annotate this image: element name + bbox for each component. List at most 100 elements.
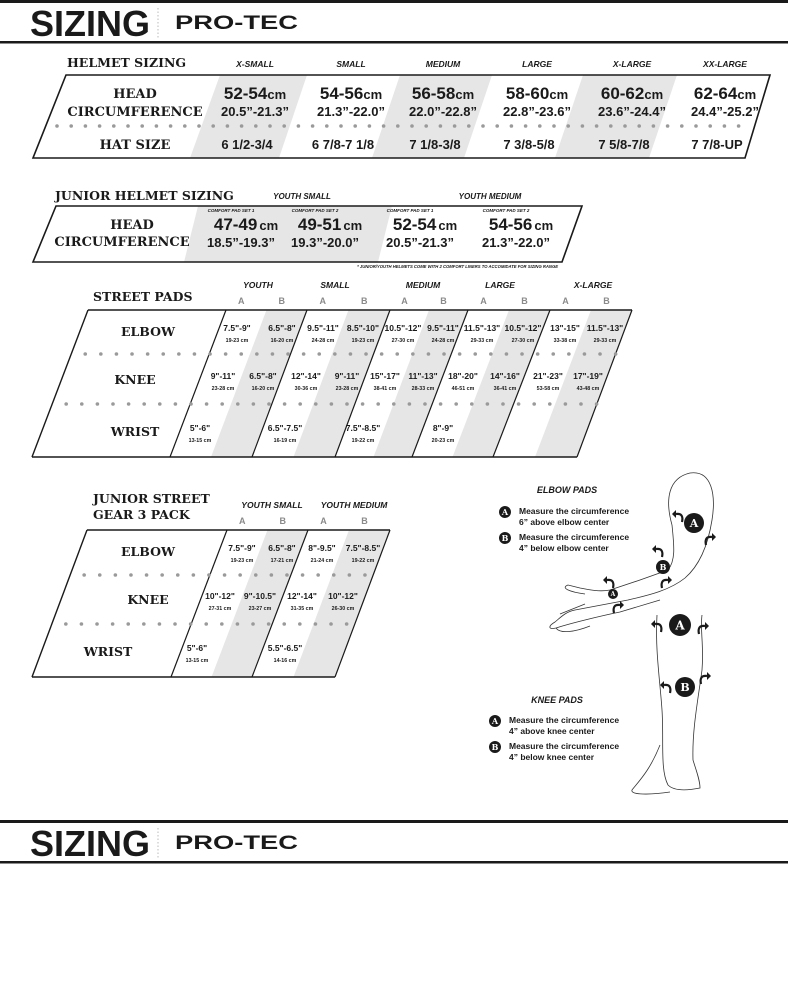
dot	[175, 573, 180, 577]
cell-inches: 7.5"-8.5"	[346, 543, 381, 553]
cell-cm: 20-23 cm	[432, 438, 455, 444]
legend-badge-b: B	[489, 741, 501, 753]
figure-badge-wrist-a: A	[608, 589, 618, 599]
dotted-row-divider	[64, 402, 599, 406]
rotate-arrow-icon	[606, 578, 615, 589]
row-label-knee: KNEE	[114, 372, 155, 387]
dot	[329, 622, 333, 626]
cell-cm: 29-33 cm	[594, 338, 617, 344]
arm-illustration	[549, 472, 714, 632]
helmet-inch-value: 21.3”-22.0”	[317, 104, 385, 119]
dot	[144, 573, 149, 577]
dot	[97, 573, 102, 577]
dot	[424, 124, 429, 128]
figure-badge-elbow-b: B	[656, 560, 670, 574]
column-stripe-b	[373, 310, 468, 457]
cell-inches: 9"-11"	[335, 371, 360, 381]
dot	[64, 622, 68, 626]
dot	[313, 402, 318, 406]
column-stripe	[372, 75, 492, 158]
dot	[239, 124, 244, 128]
dot	[345, 402, 349, 406]
unit: cm	[363, 87, 382, 102]
cell-inches: 8.5"-10"	[347, 323, 379, 333]
dot	[192, 352, 197, 356]
helmet-size-header: LARGE	[522, 59, 552, 69]
dot	[99, 352, 103, 356]
dot	[333, 352, 337, 356]
comfort-pad-label: COMFORT PAD SET 2	[483, 208, 530, 213]
unit: cm	[737, 87, 756, 102]
dot	[177, 352, 181, 356]
figure-badge-elbow-a: A	[684, 513, 704, 533]
dot	[268, 124, 272, 128]
dot	[694, 124, 698, 128]
dot	[316, 573, 320, 577]
dot	[220, 622, 224, 626]
dot	[426, 352, 431, 356]
table-left-edge	[31, 309, 89, 458]
dot	[208, 352, 212, 356]
dot	[251, 622, 255, 626]
dot	[97, 124, 102, 128]
sub-column-a: A	[320, 516, 327, 526]
hat-size-value: 7 7/8-UP	[691, 137, 743, 152]
cell-cm: 19-22 cm	[352, 438, 375, 444]
street-pads-title: STREET PADS	[93, 289, 192, 304]
dot	[520, 352, 524, 356]
header-top-rule	[0, 820, 788, 823]
dot	[552, 124, 556, 128]
junior-cm-value: 52-54 cm	[393, 215, 457, 234]
cell-inches: 5"-6"	[190, 423, 210, 433]
column-divider	[251, 309, 308, 458]
dot	[204, 622, 209, 626]
helmet-dotted-divider	[55, 124, 741, 128]
dot	[223, 352, 228, 356]
sub-column-b: B	[279, 296, 286, 306]
dot	[407, 402, 412, 406]
arrow-head-icon	[712, 533, 716, 541]
cell-cm: 16-20 cm	[252, 386, 275, 392]
dot	[567, 352, 571, 356]
dot	[238, 573, 242, 577]
comfort-pad-label: COMFORT PAD SET 1	[208, 208, 255, 213]
dot	[161, 352, 166, 356]
cell-cm: 30-36 cm	[295, 386, 318, 392]
dot	[160, 573, 164, 577]
dot	[396, 124, 400, 128]
sub-column-b: B	[280, 516, 287, 526]
dot	[269, 573, 274, 577]
badge-letter: A	[491, 716, 499, 726]
dotted-row-divider	[82, 573, 367, 577]
legend-badge-b: B	[499, 532, 511, 544]
dot	[235, 402, 240, 406]
dot	[353, 124, 358, 128]
cell-cm: 16-20 cm	[271, 338, 294, 344]
cell-cm: 14-16 cm	[274, 658, 297, 664]
dot	[317, 352, 322, 356]
dot	[79, 622, 84, 626]
junior-street-title-2: GEAR 3 PACK	[93, 507, 191, 522]
dot	[391, 402, 396, 406]
helmet-cm-value: 54-56cm	[320, 84, 382, 103]
dot	[204, 402, 209, 406]
cell-cm: 13-15 cm	[186, 658, 209, 664]
legend-line: Measure the circumference	[519, 506, 629, 516]
column-stripe-b	[452, 310, 550, 457]
unit: cm	[644, 87, 663, 102]
sub-column-a: A	[401, 296, 408, 306]
rotate-arrow-icon	[697, 624, 706, 635]
arrow-head-icon	[660, 681, 664, 689]
cell-cm: 19-23 cm	[231, 558, 254, 564]
dot	[442, 352, 446, 356]
column-divider	[169, 309, 227, 458]
row-label-knee: KNEE	[127, 592, 168, 607]
dot	[298, 402, 302, 406]
junior-inch-value: 21.3”-22.0”	[482, 235, 550, 250]
row-label-wrist: WRIST	[110, 424, 160, 439]
dot	[504, 352, 509, 356]
rotate-arrow-icon	[663, 683, 672, 694]
unit: cm	[455, 87, 474, 102]
cell-inches: 10.5"-12"	[505, 323, 542, 333]
